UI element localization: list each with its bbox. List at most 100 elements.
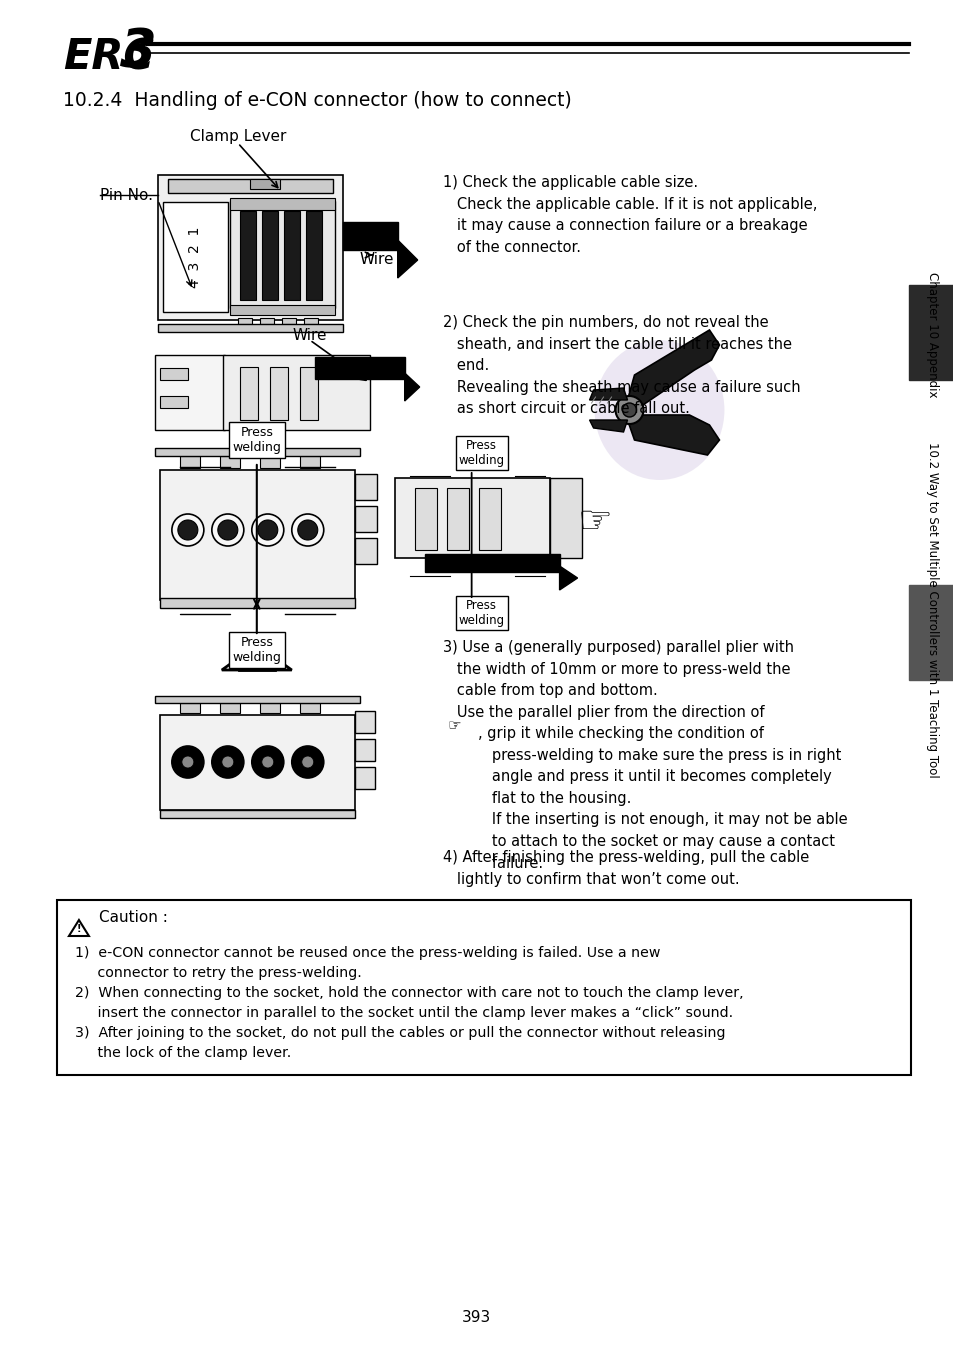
Polygon shape <box>404 373 419 401</box>
Text: ERC: ERC <box>63 36 153 80</box>
Circle shape <box>292 747 323 778</box>
Text: Press
welding: Press welding <box>233 636 281 664</box>
Text: , grip it while checking the condition of
   press-welding to make sure the pres: , grip it while checking the condition o… <box>477 726 846 871</box>
Text: 1) Check the applicable cable size.
   Check the applicable cable. If it is not : 1) Check the applicable cable size. Chec… <box>442 176 816 255</box>
Polygon shape <box>589 420 627 432</box>
Circle shape <box>212 747 244 778</box>
Text: Wire: Wire <box>359 252 394 267</box>
Polygon shape <box>559 566 577 590</box>
Bar <box>154 355 225 431</box>
Text: !: ! <box>76 923 81 934</box>
Bar <box>237 319 252 324</box>
Bar <box>908 285 952 379</box>
Bar <box>299 703 319 713</box>
Bar <box>446 487 468 549</box>
Bar <box>355 711 375 733</box>
Bar <box>154 448 359 456</box>
Circle shape <box>212 514 244 545</box>
Bar <box>163 202 228 312</box>
Bar <box>299 456 319 468</box>
Bar <box>355 539 376 564</box>
Circle shape <box>301 756 314 768</box>
Text: ☞: ☞ <box>577 504 612 541</box>
Bar <box>160 396 188 408</box>
Polygon shape <box>397 240 417 278</box>
Bar <box>424 554 559 572</box>
Bar <box>154 697 359 703</box>
Bar <box>160 810 355 818</box>
Bar <box>219 456 239 468</box>
Ellipse shape <box>594 340 723 481</box>
Text: 4) After finishing the press-welding, pull the cable
   lightly to confirm that : 4) After finishing the press-welding, pu… <box>442 850 808 887</box>
Text: 393: 393 <box>461 1311 491 1326</box>
Circle shape <box>172 514 204 545</box>
Circle shape <box>177 520 197 540</box>
Bar <box>355 506 376 532</box>
Bar <box>908 585 952 680</box>
Text: Clamp Lever: Clamp Lever <box>190 130 286 144</box>
Bar <box>223 355 370 431</box>
Bar <box>478 487 500 549</box>
Bar <box>355 767 375 788</box>
Bar <box>259 703 279 713</box>
Bar <box>239 211 255 300</box>
Circle shape <box>257 520 277 540</box>
Bar <box>230 201 335 308</box>
Bar <box>261 211 277 300</box>
Circle shape <box>217 520 237 540</box>
Bar <box>239 367 257 420</box>
Bar <box>549 478 581 558</box>
Bar <box>230 305 335 315</box>
Bar <box>355 738 375 761</box>
Bar <box>342 221 397 250</box>
Polygon shape <box>627 329 719 410</box>
Text: ☞: ☞ <box>447 718 461 733</box>
Bar <box>238 645 274 670</box>
Text: 3) Use a (generally purposed) parallel plier with
   the width of 10mm or more t: 3) Use a (generally purposed) parallel p… <box>442 640 793 720</box>
Circle shape <box>292 514 323 545</box>
Circle shape <box>615 396 643 424</box>
Polygon shape <box>627 414 719 455</box>
Circle shape <box>172 747 204 778</box>
Circle shape <box>252 747 283 778</box>
Polygon shape <box>222 645 292 670</box>
Bar <box>157 324 342 332</box>
Bar <box>180 703 199 713</box>
Circle shape <box>252 514 283 545</box>
Bar <box>303 319 317 324</box>
Text: Press
welding: Press welding <box>458 599 504 626</box>
Bar <box>283 211 299 300</box>
Text: 3: 3 <box>120 26 156 78</box>
Circle shape <box>297 520 317 540</box>
Bar <box>355 474 376 500</box>
Text: Wire: Wire <box>293 328 327 343</box>
Circle shape <box>261 756 274 768</box>
Bar <box>314 356 404 379</box>
Text: Press
welding: Press welding <box>233 427 281 454</box>
Bar <box>160 716 355 810</box>
Bar <box>230 198 335 211</box>
Bar <box>160 470 355 599</box>
Text: 2) Check the pin numbers, do not reveal the
   sheath, and insert the cable till: 2) Check the pin numbers, do not reveal … <box>442 315 800 416</box>
Bar <box>306 211 321 300</box>
Text: Press
welding: Press welding <box>458 439 504 467</box>
Text: 10.2.4  Handling of e-CON connector (how to connect): 10.2.4 Handling of e-CON connector (how … <box>63 90 571 109</box>
Bar <box>259 456 279 468</box>
Bar <box>157 176 342 320</box>
Text: Pin No.: Pin No. <box>100 188 152 202</box>
Text: 4  3  2  1: 4 3 2 1 <box>188 227 202 288</box>
Bar <box>259 319 274 324</box>
Text: Caution :: Caution : <box>99 910 168 926</box>
Bar <box>160 598 355 608</box>
Circle shape <box>222 756 233 768</box>
Circle shape <box>182 756 193 768</box>
Bar <box>219 703 239 713</box>
Circle shape <box>622 404 636 417</box>
Text: Chapter 10 Appendix: Chapter 10 Appendix <box>924 273 938 398</box>
Text: 10.2 Way to Set Multiple Controllers with 1 Teaching Tool: 10.2 Way to Set Multiple Controllers wit… <box>924 443 938 778</box>
Bar <box>160 369 188 379</box>
Polygon shape <box>589 387 627 400</box>
Bar <box>415 487 436 549</box>
Bar <box>281 319 295 324</box>
Bar <box>180 456 199 468</box>
